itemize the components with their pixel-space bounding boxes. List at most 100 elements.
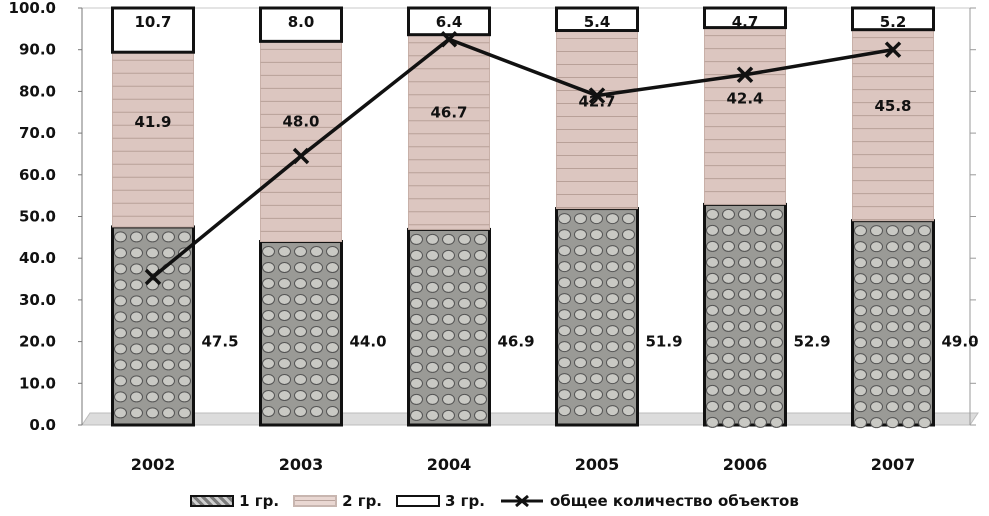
stone [410, 233, 423, 245]
stone [310, 310, 323, 322]
stone [410, 377, 423, 389]
y-tick-label: 100.0 [9, 0, 56, 17]
stone [310, 246, 323, 258]
stone [262, 342, 275, 354]
stone [770, 208, 783, 220]
stone [606, 357, 619, 369]
stone [458, 249, 471, 261]
stone [870, 225, 883, 237]
stone [146, 391, 159, 403]
stone [902, 289, 915, 301]
label-group1: 52.9 [794, 333, 831, 351]
y-tick-label: 10.0 [19, 374, 56, 392]
stone [870, 289, 883, 301]
stone [162, 359, 175, 371]
stone [426, 281, 439, 293]
stone [458, 361, 471, 373]
value-labels: 47.5 41.9 10.7 44.0 48.0 8.0 46.9 46.7 6.4 51.9 42… [134, 13, 978, 351]
stone [722, 224, 735, 236]
stone [902, 385, 915, 397]
stone [918, 353, 931, 365]
stone [886, 417, 899, 429]
stone [738, 304, 751, 316]
stone [474, 233, 487, 245]
stone [738, 272, 751, 284]
stone [130, 263, 143, 275]
stone [722, 368, 735, 380]
stone [590, 213, 603, 225]
stone [770, 256, 783, 268]
stone [854, 241, 867, 253]
stone [130, 391, 143, 403]
stone [114, 327, 127, 339]
stone [622, 261, 635, 273]
stone [886, 305, 899, 317]
stone [310, 342, 323, 354]
stone [474, 409, 487, 421]
stone [722, 272, 735, 284]
stone [262, 390, 275, 402]
stone [146, 407, 159, 419]
stone [458, 297, 471, 309]
stone [310, 294, 323, 306]
stone [886, 385, 899, 397]
stone [622, 341, 635, 353]
stone [574, 229, 587, 241]
total-line-path [151, 37, 894, 279]
stone [442, 361, 455, 373]
stone [606, 293, 619, 305]
legend-swatch-group3 [396, 495, 441, 507]
stone [738, 288, 751, 300]
stone [426, 393, 439, 405]
stone [178, 407, 191, 419]
stone [770, 304, 783, 316]
stone [706, 336, 719, 348]
label-group3: 8.0 [288, 13, 315, 31]
stone [870, 417, 883, 429]
stone [178, 391, 191, 403]
bar-2-2003 [260, 40, 342, 243]
stone [886, 241, 899, 253]
stone [294, 294, 307, 306]
stone [606, 229, 619, 241]
stone [278, 262, 291, 274]
stone [278, 342, 291, 354]
stone [590, 325, 603, 337]
stone [622, 325, 635, 337]
stone [458, 313, 471, 325]
legend-swatch-group1 [190, 495, 235, 507]
stone [622, 405, 635, 417]
stone [738, 416, 751, 428]
label-group3: 5.4 [584, 13, 611, 31]
stone [770, 368, 783, 380]
stone [902, 337, 915, 349]
stone [442, 281, 455, 293]
stone [574, 325, 587, 337]
stone [326, 406, 339, 418]
stone [770, 288, 783, 300]
total-line-point [292, 147, 310, 165]
stone [738, 208, 751, 220]
stone [738, 400, 751, 412]
stone [770, 272, 783, 284]
stone [770, 352, 783, 364]
stone [278, 406, 291, 418]
label-group2: 41.9 [134, 113, 171, 131]
label-group2: 48.0 [282, 112, 319, 130]
stone [606, 309, 619, 321]
stone [326, 358, 339, 370]
stone [770, 240, 783, 252]
plot-area [81, 7, 971, 426]
x-tick-label: 2007 [871, 455, 916, 474]
bar-2-2002 [112, 51, 194, 228]
stone [886, 353, 899, 365]
stone [754, 272, 767, 284]
stone [574, 405, 587, 417]
y-tick-label: 90.0 [19, 41, 56, 59]
total-line [144, 31, 902, 286]
legend-item-group2: 2 гр. [293, 492, 382, 510]
y-tick-label: 30.0 [19, 291, 56, 309]
y-tick-label: 40.0 [19, 249, 56, 267]
y-tick-label: 60.0 [19, 166, 56, 184]
stone [770, 416, 783, 428]
